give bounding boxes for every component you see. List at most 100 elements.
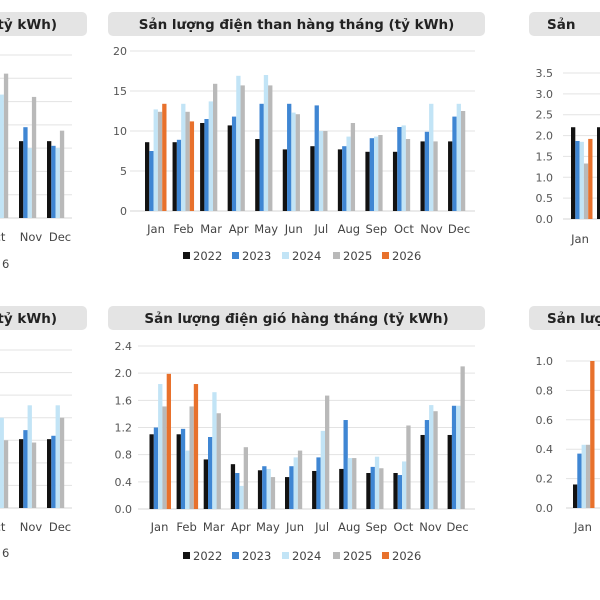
y-tick-label: 0.0 (115, 503, 133, 516)
bar-2024-feb (185, 450, 190, 509)
bar-2023-nov (424, 131, 430, 211)
legend-swatch-2025 (333, 252, 340, 259)
y-tick-label: 1.0 (536, 355, 554, 368)
y-tick-label: 1.5 (536, 150, 554, 163)
chart-title: Sản (547, 17, 575, 33)
y-tick-label: 0 (120, 205, 127, 218)
bar-2023-feb (180, 428, 186, 509)
x-tick-label: Jul (313, 222, 328, 236)
bar-2023-jan (577, 453, 582, 508)
bar-2025-oct (405, 139, 411, 211)
legend-swatch-2022 (183, 252, 190, 259)
bar-2026-jan (166, 373, 171, 509)
bar-2025-sep (379, 468, 384, 509)
y-tick-label: 0.2 (536, 473, 554, 486)
bar-2023-nov (23, 127, 28, 218)
legend-label-fragment: 6 (2, 546, 9, 560)
bar-2024-dec (456, 103, 461, 211)
chart-left-bottom: (tỷ kWh) ct Nov Dec 6 (0, 306, 87, 560)
bar-2025-apr (243, 447, 248, 509)
x-tick-label: Jan (570, 232, 589, 246)
bar-2022-aug (337, 149, 343, 211)
legend-label-2023: 2023 (242, 549, 271, 563)
bar-2024-jun (291, 112, 296, 211)
chart-right-bottom: Sản lượ 0.0 0.2 0.4 0.6 0.8 1.0 Jan (529, 306, 600, 534)
bar-2025-jun (295, 114, 300, 211)
y-tick-label: 1.0 (536, 171, 554, 184)
bar-2026-jan (588, 138, 593, 219)
bar-2022-nov (420, 141, 425, 211)
bar-2024-ct (0, 94, 4, 218)
bar-2024-jan (581, 444, 586, 508)
bar-2025-ct (3, 73, 9, 218)
x-tick-label: Mar (200, 222, 222, 236)
bar-2023-aug (342, 146, 347, 211)
x-tick-label: Sep (365, 520, 387, 534)
y-tick-label: 3.5 (536, 67, 554, 80)
bar-2022-jan (571, 127, 576, 219)
x-tick-label: Apr (231, 520, 251, 534)
bar-2022-may (255, 139, 260, 211)
bar-2023-mar (208, 437, 213, 509)
x-tick-label: Apr (229, 222, 249, 236)
legend-label-2022: 2022 (193, 549, 222, 563)
legend-swatch-2022 (183, 552, 190, 559)
chart-title-box (0, 306, 87, 330)
y-tick-label: 2.0 (536, 130, 554, 143)
x-tick-label: Feb (176, 520, 196, 534)
legend-label-fragment: 6 (2, 257, 9, 271)
bar-2022-mar (203, 459, 208, 509)
x-tick-label: Jan (146, 222, 165, 236)
y-tick-label: 2.5 (536, 109, 554, 122)
bar-2025-mar (213, 83, 218, 211)
bar-2023-jan (575, 140, 580, 219)
bar-2022-nov (19, 439, 24, 508)
bar-2023-dec (51, 145, 56, 218)
x-tick-label: May (254, 222, 278, 236)
x-tick-label: Mar (203, 520, 225, 534)
chart-wind: Sản lượng điện gió hàng tháng (tỷ kWh) 0.… (108, 306, 485, 563)
x-tick-label: Jun (284, 222, 303, 236)
bar-2024-nov (27, 405, 32, 508)
x-tick-label: ct (0, 230, 6, 244)
bar-2022-cat1 (597, 127, 600, 219)
x-tick-label: Jul (314, 520, 329, 534)
bar-2024-may (266, 468, 271, 509)
bar-2025-dec (59, 130, 65, 218)
legend-swatch-2024 (282, 252, 289, 259)
bar-2025-jan (157, 111, 163, 211)
legend-swatch-2024 (282, 552, 289, 559)
bar-2023-aug (343, 420, 348, 509)
bar-2025-sep (378, 135, 383, 211)
x-tick-label: Nov (20, 230, 43, 244)
bar-2025-aug (350, 123, 356, 211)
bar-2024-aug (347, 458, 353, 509)
legend-swatch-2023 (232, 552, 239, 559)
bar-2024-apr (236, 75, 241, 211)
bar-2022-dec (448, 141, 453, 211)
y-tick-label: 1.2 (115, 422, 133, 435)
x-tick-label: Nov (419, 520, 442, 534)
y-tick-label: 0.0 (536, 502, 554, 515)
bar-2026-feb (193, 384, 199, 509)
x-tick-label: Dec (49, 230, 71, 244)
bar-2023-oct (397, 127, 402, 211)
bar-2024-jul (320, 430, 325, 509)
y-tick-label: 0.4 (115, 476, 133, 489)
bar-2024-oct (402, 461, 407, 509)
bar-2025-feb (185, 111, 190, 211)
y-tick-label: 0.0 (536, 213, 554, 226)
bar-2023-sep (369, 138, 374, 211)
bar-2025-nov (31, 96, 37, 218)
y-tick-label: 15 (113, 85, 127, 98)
bar-2024-nov (429, 103, 434, 211)
bar-2024-oct (401, 125, 406, 211)
bar-2022-apr (230, 464, 236, 509)
chart-title: (tỷ kWh) (0, 311, 57, 327)
bar-2025-jun (297, 450, 303, 509)
bar-2022-jun (282, 149, 288, 211)
bar-2024-may (263, 75, 269, 211)
bar-2024-dec (55, 405, 60, 508)
bar-2025-mar (216, 413, 221, 509)
bar-2023-apr (231, 116, 237, 211)
